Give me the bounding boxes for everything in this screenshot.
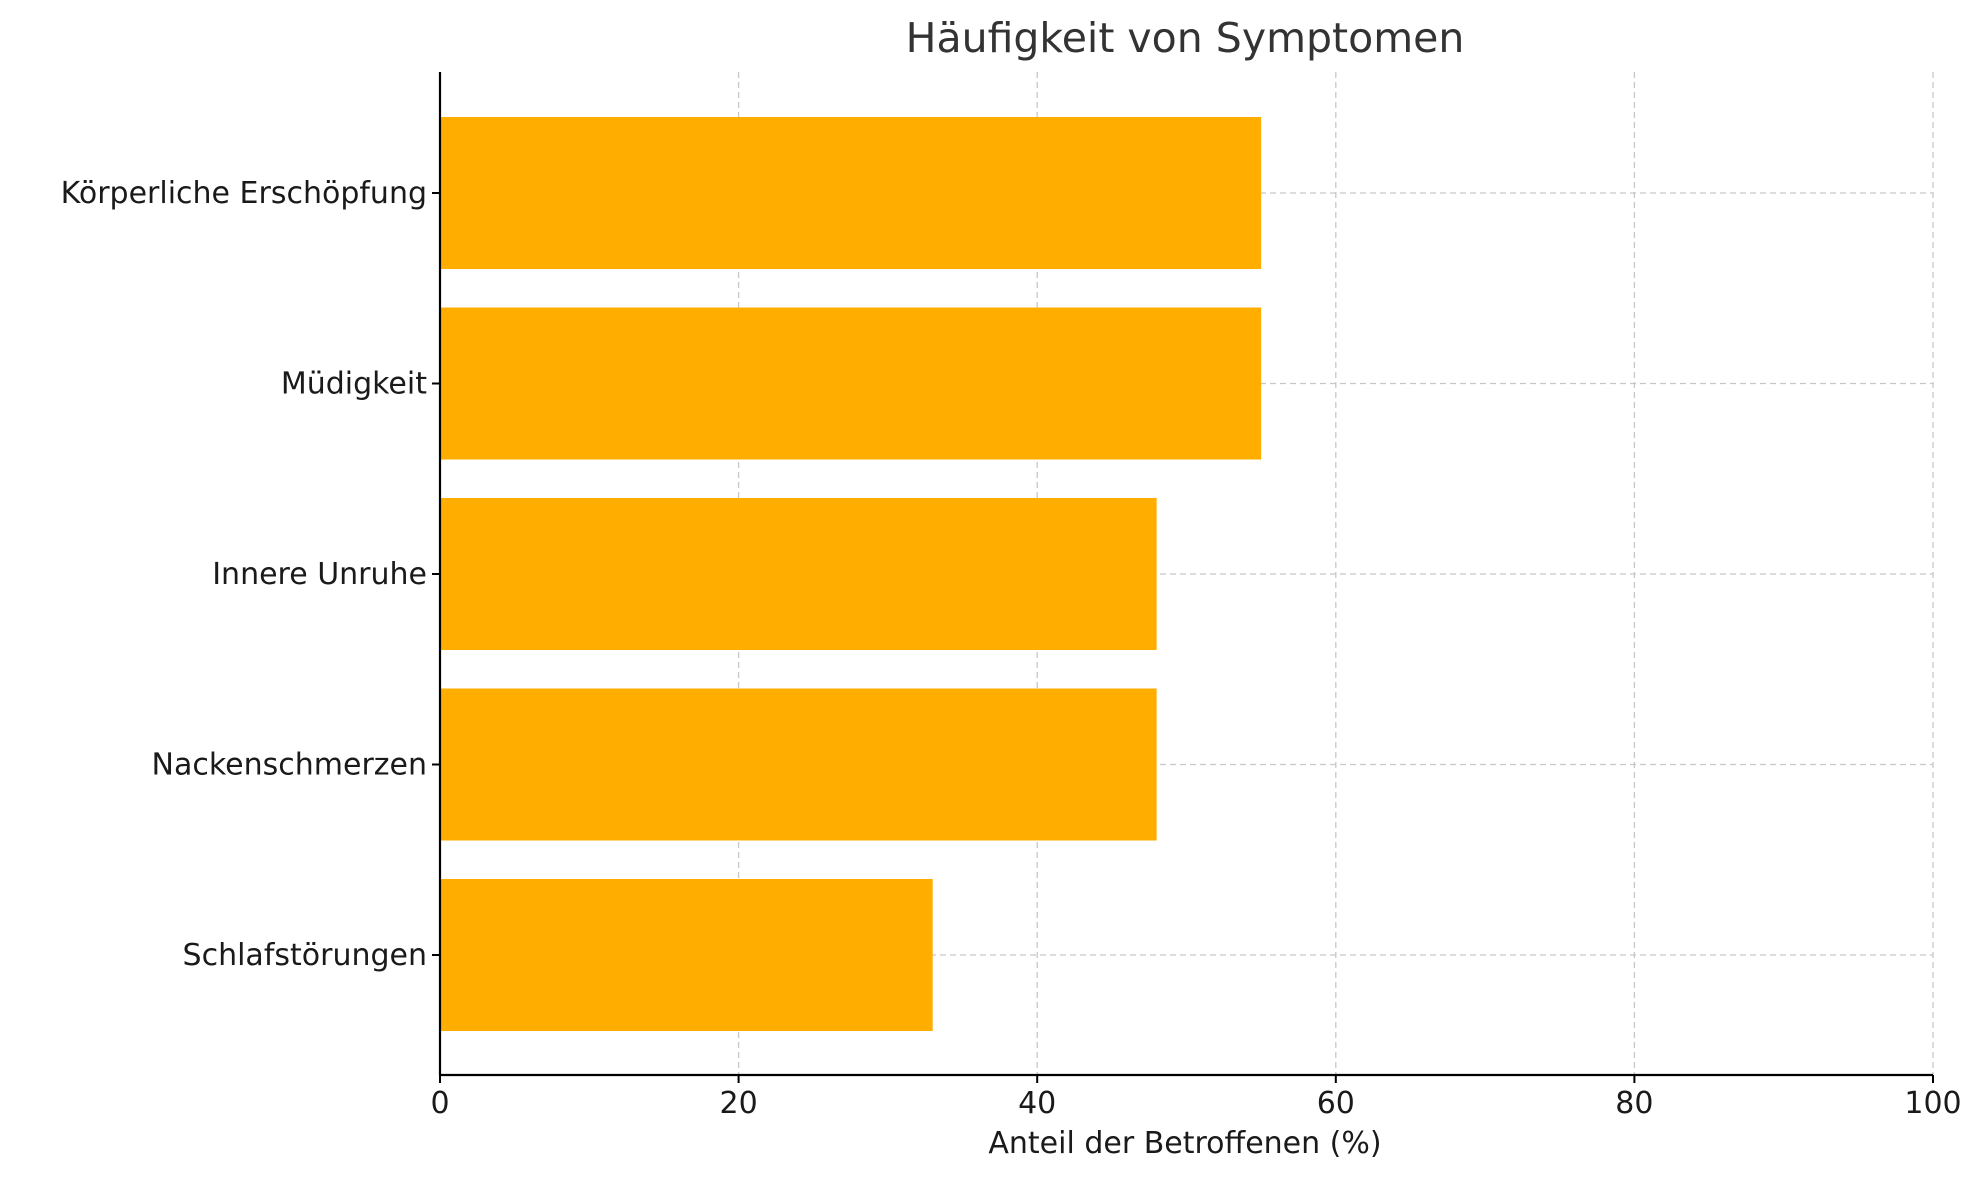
bar bbox=[440, 117, 1262, 269]
y-tick-label: Innere Unruhe bbox=[212, 557, 427, 592]
bar bbox=[440, 498, 1157, 650]
x-tick-label: 60 bbox=[1317, 1086, 1355, 1121]
bars bbox=[440, 117, 1262, 1031]
bar bbox=[440, 307, 1262, 460]
bar bbox=[440, 879, 933, 1031]
x-tick-label: 40 bbox=[1018, 1086, 1056, 1121]
chart-title: Häufigkeit von Symptomen bbox=[906, 14, 1465, 62]
grid bbox=[440, 72, 1934, 1075]
x-tick-label: 0 bbox=[430, 1086, 449, 1121]
x-tick-label: 100 bbox=[1904, 1086, 1961, 1121]
x-tick-labels: 0 20 40 60 80 100 bbox=[430, 1075, 1962, 1121]
x-tick-label: 80 bbox=[1615, 1086, 1653, 1121]
y-tick-label: Körperliche Erschöpfung bbox=[61, 176, 427, 211]
bar bbox=[440, 688, 1157, 841]
y-tick-label: Schlafstörungen bbox=[183, 938, 427, 973]
x-tick-label: 20 bbox=[720, 1086, 758, 1121]
y-tick-label: Müdigkeit bbox=[281, 367, 427, 402]
y-tick-label: Nackenschmerzen bbox=[152, 748, 427, 783]
x-axis-label: Anteil der Betroffenen (%) bbox=[988, 1126, 1381, 1161]
y-tick-labels: Körperliche Erschöpfung Müdigkeit Innere U… bbox=[61, 176, 440, 973]
